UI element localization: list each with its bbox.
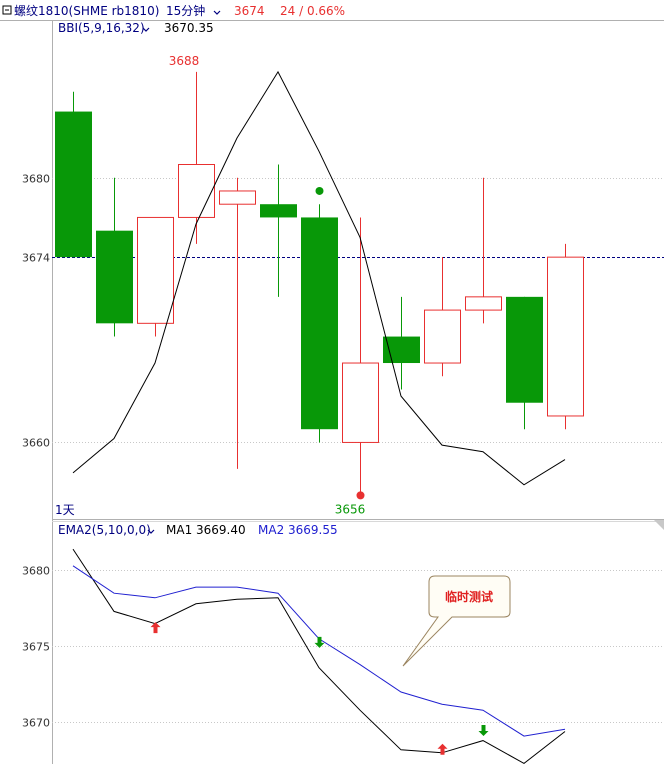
annotation-callout[interactable]: 临时测试 [402,575,511,667]
candle-body [137,216,174,324]
sell-arrow-down-icon [314,636,325,648]
sub-y-tick-label: 3670 [22,717,50,730]
main-y-tick-label: 3680 [22,173,50,186]
ma2-value-label: MA2 3669.55 [258,523,338,537]
header-bar [0,0,664,20]
buy-arrow-up-icon [437,743,448,755]
ma1-value-label: MA1 3669.40 [166,523,246,537]
sub-grid: 3670 3675 3680 [22,565,664,730]
bbi-indicator-label[interactable]: BBI(5,9,16,32) [58,21,145,35]
candle-body [506,296,543,403]
candle-body [178,164,215,218]
period-marker-label: 1天 [55,503,75,517]
ema-chevron-down-icon[interactable] [147,529,155,534]
candle-body [55,111,92,258]
change-label: 24 / 0.66% [280,4,345,18]
bbi-line [72,70,566,486]
symbol-switch-icon[interactable] [2,5,12,15]
sub-plot [72,548,566,764]
sell-arrow-down-icon [478,725,489,736]
low-price-label: 3656 [335,502,366,516]
sub-y-tick-label: 3680 [22,565,50,578]
annotation-bubble [402,575,511,667]
candle-body [219,190,256,205]
candle-body [96,230,133,324]
period-chevron-down-icon[interactable] [213,10,221,15]
main-y-tick-label: 3674 [22,252,50,265]
header: 螺纹1810(SHME rb1810) 15分钟 3674 24 / 0.66% [2,3,345,18]
annotation-text: 临时测试 [445,589,493,604]
bbi-chevron-down-icon[interactable] [142,27,150,32]
corner-resize-handle[interactable] [654,520,664,530]
candle-body [465,296,502,311]
main-plot: 3688 3656 [55,54,584,516]
signal-dot [356,491,365,500]
main-y-tick-label: 3660 [22,437,50,450]
ema-indicator-label[interactable]: EMA2(5,10,0,0) [58,523,151,537]
price-label: 3674 [234,4,265,18]
bbi-value-label: 3670.35 [164,21,214,35]
buy-arrow-up-icon [150,622,161,634]
period-label[interactable]: 15分钟 [166,3,205,18]
sub-y-tick-label: 3675 [22,641,50,654]
candle-body [424,309,461,364]
candle-body [342,362,379,443]
candle-body [547,256,584,417]
high-price-label: 3688 [169,54,200,68]
candle-body [260,204,297,218]
candle-body [301,217,338,430]
symbol-label[interactable]: 螺纹1810(SHME rb1810) [14,4,159,18]
signal-dot [315,186,324,195]
